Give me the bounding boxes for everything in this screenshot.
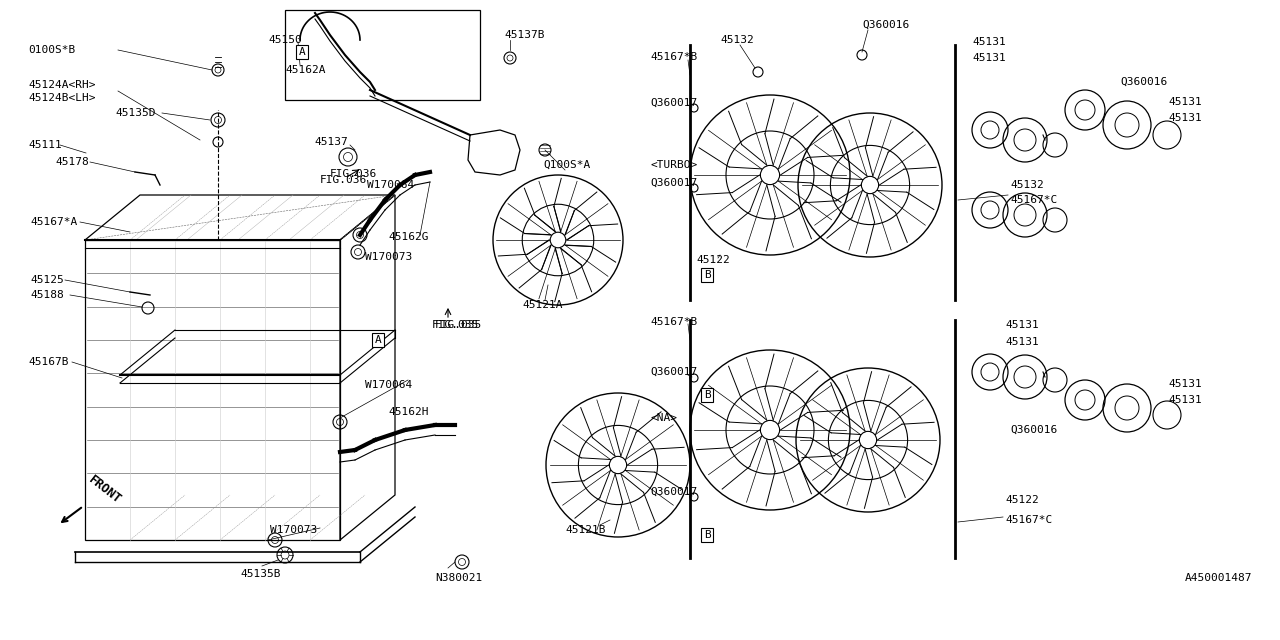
Text: 45131: 45131 [1169,395,1202,405]
Text: 45135B: 45135B [241,569,280,579]
Text: 45122: 45122 [1005,495,1039,505]
Text: 45162G: 45162G [388,232,429,242]
Text: N380021: N380021 [435,573,483,583]
Text: 45124A<RH>: 45124A<RH> [28,80,96,90]
Text: Q360016: Q360016 [1120,77,1167,87]
Text: 45178: 45178 [55,157,88,167]
Text: 45188: 45188 [29,290,64,300]
Text: Q360016: Q360016 [1010,425,1057,435]
Text: 45131: 45131 [972,37,1006,47]
Text: 45150: 45150 [268,35,302,45]
Text: 45131: 45131 [1169,113,1202,123]
Text: 45167*C: 45167*C [1005,515,1052,525]
Text: B: B [704,270,710,280]
Text: 45137: 45137 [315,137,348,147]
Text: 45131: 45131 [972,53,1006,63]
Text: 45167*C: 45167*C [1010,195,1057,205]
Text: FIG.035: FIG.035 [433,320,479,330]
Bar [285,10,480,100]
Text: W170064: W170064 [365,380,412,390]
Text: FIG.036: FIG.036 [320,175,367,185]
Text: 45111: 45111 [28,140,61,150]
Text: <NA>: <NA> [650,413,677,423]
Text: FIG.035: FIG.035 [435,320,483,330]
Text: Q360017: Q360017 [650,367,698,377]
Text: W170064: W170064 [367,180,415,190]
Text: <TURBO>: <TURBO> [650,160,698,170]
Text: 45167*A: 45167*A [29,217,77,227]
Text: 45162H: 45162H [388,407,429,417]
Text: 45137B: 45137B [504,30,544,40]
Text: 45125: 45125 [29,275,64,285]
Text: Q360016: Q360016 [861,20,909,30]
Text: 45132: 45132 [1010,180,1043,190]
Text: W170073: W170073 [270,525,317,535]
Text: Q360017: Q360017 [650,178,698,188]
Text: B: B [704,390,710,400]
Text: 45167B: 45167B [28,357,69,367]
Text: FRONT: FRONT [63,474,124,522]
Text: A: A [298,47,306,57]
Text: FIG.036: FIG.036 [330,169,378,179]
Text: 45131: 45131 [1005,337,1039,347]
Text: 45162A: 45162A [285,65,325,75]
Text: 0100S*B: 0100S*B [28,45,76,55]
Text: 45121B: 45121B [564,525,605,535]
Text: 45135D: 45135D [115,108,155,118]
Text: W170073: W170073 [365,252,412,262]
Text: Q100S*A: Q100S*A [543,160,590,170]
Text: 45131: 45131 [1005,320,1039,330]
Text: 45131: 45131 [1169,379,1202,389]
Text: Q360017: Q360017 [650,487,698,497]
Text: 45121A: 45121A [522,300,562,310]
Text: 45124B<LH>: 45124B<LH> [28,93,96,103]
Text: A450001487: A450001487 [1185,573,1253,583]
Text: B: B [704,530,710,540]
Text: Q360017: Q360017 [650,98,698,108]
Text: A: A [375,335,381,345]
Text: 45132: 45132 [721,35,754,45]
Text: 45122: 45122 [696,255,730,265]
Text: 45167*B: 45167*B [650,317,698,327]
Text: 45167*B: 45167*B [650,52,698,62]
Text: 45131: 45131 [1169,97,1202,107]
